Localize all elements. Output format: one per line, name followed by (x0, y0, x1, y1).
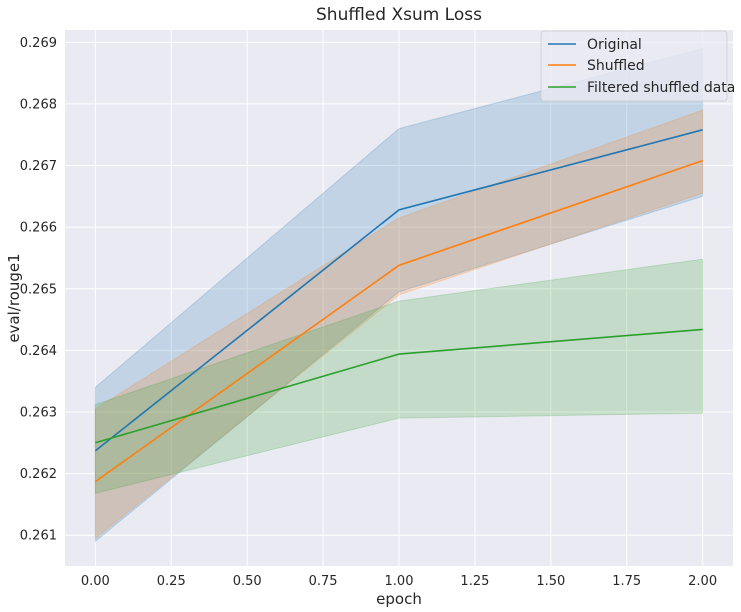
band-filtered-shuffled-data (94, 258, 704, 494)
x-tick-label: 1.00 (385, 574, 414, 589)
band-shuffled (94, 109, 704, 540)
legend: Original Shuffled Filtered shuffled data (540, 30, 735, 102)
y-tick-label: 0.262 (20, 467, 57, 482)
x-tick-label: 0.25 (157, 574, 186, 589)
y-tick-label: 0.269 (20, 36, 57, 51)
x-tick-label: 1.50 (536, 574, 565, 589)
band-original (94, 47, 704, 543)
line-filtered-shuffled-data (95, 328, 703, 444)
series-lines (94, 129, 703, 483)
x-tick-label: 1.75 (612, 574, 641, 589)
chart-title: Shuffled Xsum Loss (316, 5, 482, 25)
x-tick-label: 0.00 (81, 574, 110, 589)
y-tick-label: 0.265 (20, 282, 57, 297)
x-tick-labels: 0.00 0.25 0.50 0.75 1.00 1.25 1.50 1.75 2.00 (81, 574, 717, 589)
line-original (94, 129, 703, 452)
y-tick-label: 0.263 (20, 405, 57, 420)
y-tick-label: 0.267 (20, 159, 57, 174)
y-tick-label: 0.268 (20, 97, 57, 112)
confidence-bands (94, 47, 704, 543)
x-tick-label: 2.00 (688, 574, 717, 589)
x-tick-label: 1.25 (460, 574, 489, 589)
y-tick-labels: 0.261 0.262 0.263 0.264 0.265 0.266 0.267 0.268… (20, 36, 57, 544)
line-shuffled (94, 159, 703, 483)
legend-label-shuffled: Shuffled (587, 58, 645, 74)
y-tick-label: 0.266 (20, 221, 57, 236)
y-tick-label: 0.264 (20, 344, 57, 359)
y-axis-label: eval/rouge1 (5, 253, 23, 342)
legend-label-original: Original (587, 37, 642, 53)
legend-label-filtered-shuffled-data: Filtered shuffled data (587, 80, 735, 96)
x-tick-label: 0.50 (233, 574, 262, 589)
x-tick-label: 0.75 (309, 574, 338, 589)
x-axis-label: epoch (376, 590, 422, 608)
legend-box (540, 30, 728, 102)
grid (65, 30, 733, 566)
y-tick-label: 0.261 (20, 529, 57, 544)
